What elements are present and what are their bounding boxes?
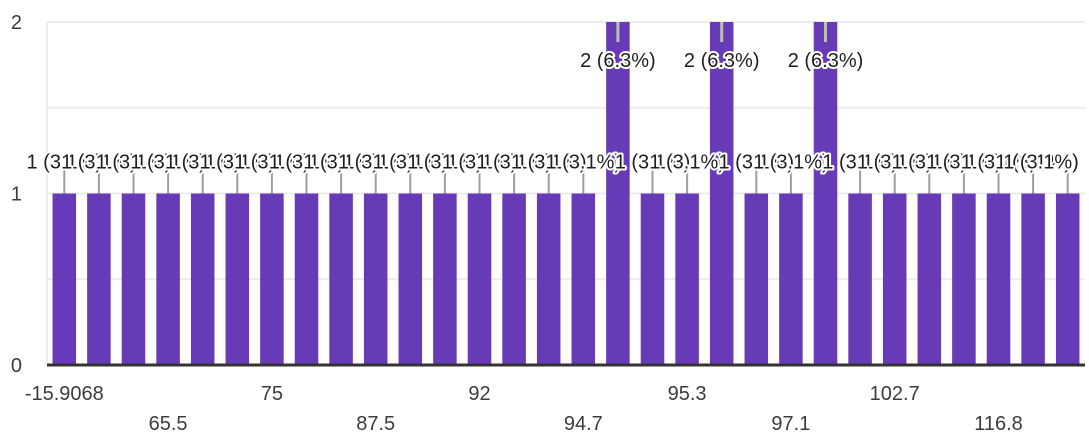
bar-data-label: 1 (3.1%) — [27, 152, 103, 174]
y-tick-label: 2 — [11, 12, 22, 34]
bar — [606, 22, 630, 365]
bar-data-label: 1 (3.1%) — [926, 152, 1002, 174]
bar-data-label: 1 (3.1%) — [961, 152, 1037, 174]
bar — [779, 193, 803, 365]
x-tick-label: 75 — [261, 383, 283, 405]
bar — [225, 193, 250, 365]
x-tick-label: 87.5 — [356, 413, 395, 435]
bar — [156, 193, 180, 365]
bar — [398, 193, 423, 365]
x-tick-label: -15.9068 — [25, 383, 104, 405]
bar — [640, 193, 665, 365]
x-tick-label: 97.1 — [771, 413, 810, 435]
bar — [433, 193, 457, 365]
y-tick-layer: 0 1 2 — [11, 12, 22, 377]
bar — [190, 193, 215, 365]
bar — [536, 193, 561, 365]
bar — [917, 193, 942, 365]
bar-data-label: 1 (3.1%) — [234, 152, 310, 174]
bar-data-label: 1 (3.1%) — [200, 152, 276, 174]
label-layer: 1 (3.1%)1 (3.1%)1 (3.1%)1 (3.1%)1 (3.1%)… — [25, 48, 1081, 176]
bar-data-label: 1 (3.1%) — [1003, 152, 1079, 174]
bar-data-label: 1 (3.1%) — [130, 152, 206, 174]
bar — [87, 193, 111, 365]
bar-data-label: 1 (3.1%) — [892, 152, 968, 174]
x-tick-label: 94.7 — [564, 413, 603, 435]
bar — [467, 193, 492, 365]
x-tick-label: 102.7 — [870, 383, 920, 405]
bar-data-label: 1 (3.1%) — [719, 152, 795, 174]
bar-data-label: 1 (3.1%) — [511, 152, 587, 174]
bar-data-label: 1 (3.1%) — [546, 152, 622, 174]
bar — [986, 193, 1011, 365]
bar — [744, 193, 769, 365]
bar-data-label: 1 (3.1%) — [857, 152, 933, 174]
bar — [294, 193, 319, 365]
x-tick-label: 65.5 — [149, 413, 188, 435]
y-tick-label: 1 — [11, 184, 22, 206]
bar — [848, 193, 872, 365]
bar — [675, 193, 699, 365]
bar — [502, 193, 526, 365]
bar-data-label: 1 (3.1%) — [822, 152, 898, 174]
bar-layer — [52, 22, 1080, 365]
x-tick-layer: -15.9068 65.5 75 87.5 92 94.7 95.3 97.1 102.7 116… — [25, 383, 1023, 435]
bar — [1021, 193, 1045, 365]
bar-data-label: 1 (3.1%) — [407, 152, 483, 174]
bar-data-label: 1 (3.1%) — [649, 152, 725, 174]
bar — [952, 193, 976, 365]
bar — [121, 193, 146, 365]
bar-data-label: 2 (6.3%) — [684, 50, 760, 72]
y-tick-label: 0 — [11, 355, 22, 377]
bar-data-label: 1 (3.1%) — [373, 152, 449, 174]
bar — [813, 22, 838, 365]
x-tick-label: 92 — [468, 383, 490, 405]
bar-data-label: 1 (3.1%) — [338, 152, 414, 174]
bar-data-label: 1 (3.1%) — [269, 152, 345, 174]
x-tick-label: 116.8 — [974, 413, 1023, 435]
bar-data-label: 1 (3.1%) — [442, 152, 518, 174]
grid-layer — [46, 21, 1085, 365]
bar — [571, 193, 596, 365]
bar-data-label: 1 (3.1%) — [615, 152, 691, 174]
x-tick-label: 95.3 — [668, 383, 707, 405]
bar — [363, 193, 388, 365]
bar — [709, 22, 734, 365]
bar-data-label: 1 (3.1%) — [96, 152, 172, 174]
bar-data-label: 1 (3.1%) — [303, 152, 379, 174]
bar-data-label: 2 (6.3%) — [788, 50, 864, 72]
bar-data-label: 1 (3.1%) — [995, 152, 1071, 174]
leader-layer — [63, 22, 1069, 194]
bar-data-label: 1 (3.1%) — [165, 152, 241, 174]
bar — [52, 193, 77, 365]
bar-data-label: 2 (6.3%) — [580, 50, 656, 72]
bar-data-label: 1 (3.1%) — [476, 152, 552, 174]
bar — [260, 193, 284, 365]
bar — [882, 193, 907, 365]
bar — [329, 193, 353, 365]
bar-data-label: 1 (3.1%) — [753, 152, 829, 174]
bar-data-label: 1 (3.1%) — [61, 152, 137, 174]
bar — [1055, 193, 1080, 365]
